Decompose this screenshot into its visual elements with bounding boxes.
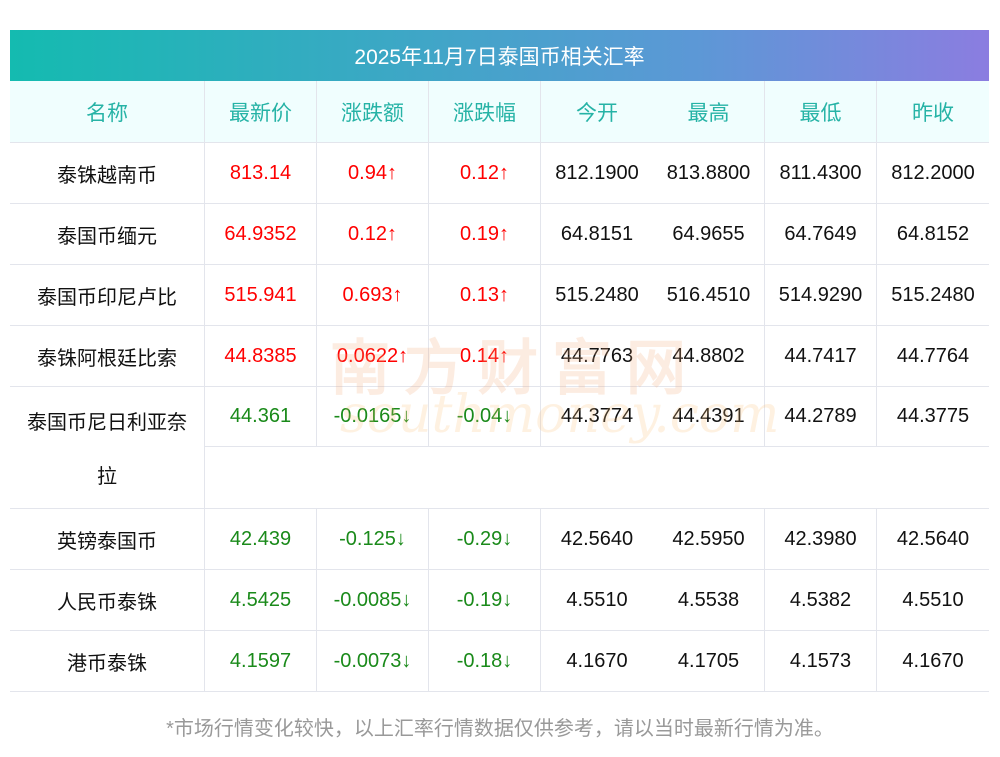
cell-name: 泰国币缅元: [10, 204, 205, 264]
cell-high: 813.8800: [653, 143, 765, 203]
cell-percent: 0.12↑: [429, 143, 541, 203]
header-open: 今开: [576, 101, 618, 125]
table-row: 泰铢越南币 813.14 0.94↑ 0.12↑ 812.1900 813.8800 811…: [10, 143, 989, 204]
cell-prev: 812.2000: [891, 161, 975, 184]
cell-high: 4.1705: [653, 631, 765, 691]
cell-price: 515.941: [205, 265, 317, 325]
cell-name: 英镑泰国币: [10, 509, 205, 569]
cell-low: 44.7417: [765, 326, 877, 386]
cell-name: 泰国币印尼卢比: [10, 265, 205, 325]
cell-open: 515.2480: [555, 283, 639, 306]
cell-percent: -0.19↓: [429, 570, 541, 630]
cell-name: 泰国币尼日利亚奈拉: [10, 387, 205, 508]
cell-price: 4.5425: [205, 570, 317, 630]
cell-price: 44.8385: [205, 326, 317, 386]
table-row: 英镑泰国币 42.439 -0.125↓ -0.29↓ 42.5640 42.5950 42…: [10, 509, 989, 570]
cell-prev: 42.5640: [896, 527, 970, 550]
disclaimer-note: *市场行情变化较快，以上汇率行情数据仅供参考，请以当时最新行情为准。: [166, 718, 834, 740]
cell-open: 812.1900: [555, 161, 639, 184]
cell-price: 64.9352: [205, 204, 317, 264]
header-prev: 昨收: [912, 101, 954, 125]
cell-open: 4.1670: [566, 649, 628, 672]
header-name: 名称: [10, 81, 205, 142]
cell-high: 44.4391: [653, 387, 765, 446]
cell-change: -0.0085↓: [317, 570, 429, 630]
cell-low: 514.9290: [765, 265, 877, 325]
name-line-2: 拉: [97, 466, 117, 489]
cell-percent: 0.14↑: [429, 326, 541, 386]
cell-change: 0.693↑: [317, 265, 429, 325]
cell-low: 64.7649: [765, 204, 877, 264]
cell-change: -0.0073↓: [317, 631, 429, 691]
cell-open: 44.7763: [560, 344, 634, 367]
cell-open: 64.8151: [560, 222, 634, 245]
cell-name: 泰铢越南币: [10, 143, 205, 203]
cell-prev: 64.8152: [896, 222, 970, 245]
cell-prev: 4.1670: [902, 649, 964, 672]
cell-high: 64.9655: [653, 204, 765, 264]
cell-change: -0.125↓: [317, 509, 429, 569]
table-row: 港币泰铢 4.1597 -0.0073↓ -0.18↓ 4.1670 4.1705 4.15…: [10, 631, 989, 692]
cell-percent: 0.19↑: [429, 204, 541, 264]
cell-low: 4.1573: [765, 631, 877, 691]
table-row: 泰国币印尼卢比 515.941 0.693↑ 0.13↑ 515.2480 516.451…: [10, 265, 989, 326]
cell-change: 0.0622↑: [317, 326, 429, 386]
header-price: 最新价: [205, 81, 317, 142]
table-row: 泰铢阿根廷比索 44.8385 0.0622↑ 0.14↑ 44.7763 44.8802…: [10, 326, 989, 387]
cell-low: 4.5382: [765, 570, 877, 630]
cell-prev: 4.5510: [902, 588, 964, 611]
cell-low: 811.4300: [765, 143, 877, 203]
table-row: 人民币泰铢 4.5425 -0.0085↓ -0.19↓ 4.5510 4.5538 4.5…: [10, 570, 989, 631]
cell-change: 0.12↑: [317, 204, 429, 264]
cell-high: 4.5538: [653, 570, 765, 630]
cell-open: 4.5510: [566, 588, 628, 611]
cell-price: 44.361: [205, 387, 317, 446]
cell-price: 4.1597: [205, 631, 317, 691]
cell-low: 42.3980: [765, 509, 877, 569]
cell-high: 42.5950: [653, 509, 765, 569]
cell-prev: 515.2480: [891, 283, 975, 306]
header-high: 最高: [653, 81, 765, 142]
cell-change: -0.0165↓: [317, 387, 429, 446]
page-title: 2025年11月7日泰国币相关汇率: [10, 30, 989, 81]
cell-percent: -0.04↓: [429, 387, 541, 446]
cell-percent: 0.13↑: [429, 265, 541, 325]
cell-name: 泰铢阿根廷比索: [10, 326, 205, 386]
cell-open: 42.5640: [560, 527, 634, 550]
cell-name: 人民币泰铢: [10, 570, 205, 630]
cell-price: 42.439: [205, 509, 317, 569]
cell-prev: 44.3775: [896, 405, 970, 427]
rates-table: 名称 最新价 涨跌额 涨跌幅 今开 最高 最低 昨收 泰铢越南币 813.14 0.…: [10, 81, 989, 692]
cell-high: 44.8802: [653, 326, 765, 386]
header-percent: 涨跌幅: [429, 81, 541, 142]
cell-low: 44.2789: [765, 387, 877, 446]
header-low: 最低: [765, 81, 877, 142]
name-line-1: 泰国币尼日利亚奈: [27, 411, 187, 434]
table-row: 泰国币缅元 64.9352 0.12↑ 0.19↑ 64.8151 64.9655 64.7…: [10, 204, 989, 265]
cell-percent: -0.18↓: [429, 631, 541, 691]
cell-percent: -0.29↓: [429, 509, 541, 569]
cell-open: 44.3774: [560, 405, 634, 427]
table-header: 名称 最新价 涨跌额 涨跌幅 今开 最高 最低 昨收: [10, 81, 989, 143]
cell-prev: 44.7764: [896, 344, 970, 367]
cell-change: 0.94↑: [317, 143, 429, 203]
header-change: 涨跌额: [317, 81, 429, 142]
cell-price: 813.14: [205, 143, 317, 203]
cell-name: 港币泰铢: [10, 631, 205, 691]
table-row: 泰国币尼日利亚奈拉 44.361 -0.0165↓ -0.04↓ 44.3774 44.4…: [10, 387, 989, 509]
cell-high: 516.4510: [653, 265, 765, 325]
